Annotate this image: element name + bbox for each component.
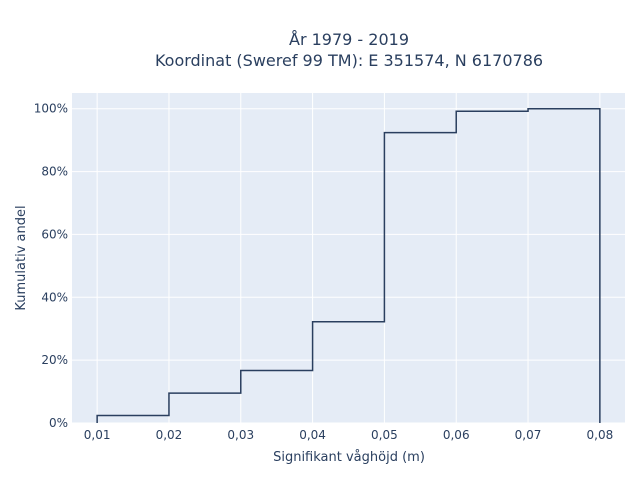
- y-axis-label: Kumulativ andel: [14, 205, 29, 310]
- y-tick-label: 80%: [41, 165, 68, 179]
- chart-title-line-2: Koordinat (Sweref 99 TM): E 351574, N 61…: [155, 51, 543, 70]
- y-tick-label: 20%: [41, 353, 68, 367]
- x-tick-label: 0,07: [515, 428, 542, 442]
- y-tick-label: 100%: [34, 102, 68, 116]
- x-tick-label: 0,03: [227, 428, 254, 442]
- plot-background: [72, 93, 625, 423]
- y-tick-label: 60%: [41, 227, 68, 241]
- x-tick-label: 0,04: [299, 428, 326, 442]
- y-tick-labels: 0% 20% 40% 60% 80% 100%: [34, 102, 68, 430]
- chart-title-line-1: År 1979 - 2019: [289, 30, 409, 49]
- x-tick-label: 0,08: [587, 428, 614, 442]
- y-tick-label: 0%: [49, 416, 68, 430]
- cumulative-step-line: [96, 107, 601, 423]
- x-tick-label: 0,06: [443, 428, 470, 442]
- x-tick-labels: 0,01 0,02 0,03 0,04 0,05 0,06 0,07 0,08: [84, 428, 613, 442]
- x-axis-label: Signifikant våghöjd (m): [273, 450, 425, 465]
- y-tick-label: 40%: [41, 290, 68, 304]
- x-tick-label: 0,05: [371, 428, 398, 442]
- x-tick-label: 0,01: [84, 428, 111, 442]
- x-tick-label: 0,02: [156, 428, 183, 442]
- series: [96, 107, 601, 423]
